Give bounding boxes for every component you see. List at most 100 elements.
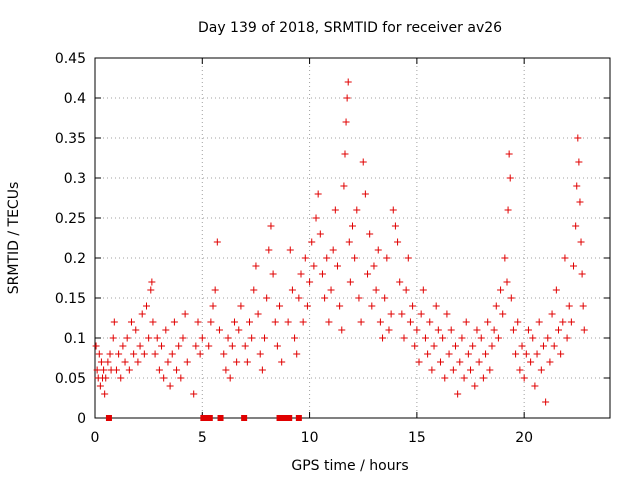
data-point-zero xyxy=(105,415,112,421)
data-point xyxy=(293,350,301,358)
data-point xyxy=(318,270,326,278)
data-point xyxy=(364,270,372,278)
data-point xyxy=(220,350,228,358)
data-point xyxy=(100,366,108,374)
axis-ticks: 0 0.05 0.1 0.15 0.2 0.25 0.3 0.35 0.4 0.45 0 5 10 15 2… xyxy=(55,51,610,446)
data-point xyxy=(501,254,509,262)
data-point xyxy=(181,310,189,318)
data-point xyxy=(269,270,277,278)
data-point xyxy=(426,318,434,326)
data-point-zero xyxy=(241,415,248,421)
data-point xyxy=(345,238,353,246)
y-tick-label: 0.2 xyxy=(64,251,86,267)
data-point xyxy=(376,318,384,326)
data-point xyxy=(544,334,552,342)
data-points xyxy=(92,78,588,421)
data-point xyxy=(140,350,148,358)
y-tick-label: 0.3 xyxy=(64,171,86,187)
data-point xyxy=(413,326,421,334)
data-point xyxy=(149,318,157,326)
data-point xyxy=(329,246,337,254)
data-point xyxy=(158,342,166,350)
data-point xyxy=(151,350,159,358)
data-point xyxy=(115,350,123,358)
data-point xyxy=(396,278,404,286)
data-point-zero xyxy=(276,415,283,421)
data-point xyxy=(303,302,311,310)
data-point xyxy=(439,334,447,342)
data-point xyxy=(130,350,138,358)
y-tick-label: 0.1 xyxy=(64,331,86,347)
data-point xyxy=(308,238,316,246)
data-point xyxy=(331,206,339,214)
data-point xyxy=(359,158,367,166)
x-axis-label: GPS time / hours xyxy=(291,458,408,474)
y-tick-label: 0 xyxy=(77,411,86,427)
data-point xyxy=(211,286,219,294)
data-point xyxy=(327,286,335,294)
data-point-zero xyxy=(203,415,210,421)
data-point xyxy=(342,118,350,126)
data-point xyxy=(276,302,284,310)
data-point xyxy=(430,342,438,350)
data-point xyxy=(95,350,103,358)
data-point xyxy=(550,342,558,350)
data-point xyxy=(278,358,286,366)
data-point xyxy=(381,294,389,302)
y-tick-label: 0.25 xyxy=(55,211,86,227)
data-point xyxy=(421,334,429,342)
data-point xyxy=(136,342,144,350)
x-tick-label: 0 xyxy=(91,430,100,446)
data-point xyxy=(389,206,397,214)
data-point xyxy=(477,334,485,342)
data-point xyxy=(267,222,275,230)
data-point xyxy=(92,342,100,350)
data-point xyxy=(246,318,253,326)
data-point xyxy=(402,286,410,294)
data-point xyxy=(286,246,294,254)
data-point xyxy=(385,326,393,334)
chart-title: Day 139 of 2018, SRMTID for receiver av2… xyxy=(198,20,502,36)
data-point xyxy=(226,374,234,382)
data-point xyxy=(148,278,156,286)
data-point xyxy=(145,334,153,342)
y-tick-label: 0.05 xyxy=(55,371,86,387)
data-point xyxy=(460,374,468,382)
data-point xyxy=(406,318,414,326)
y-tick-label: 0.35 xyxy=(55,131,86,147)
data-point xyxy=(256,350,264,358)
data-point xyxy=(398,310,406,318)
data-point xyxy=(125,366,133,374)
data-point xyxy=(394,238,402,246)
data-point xyxy=(143,302,150,310)
data-point xyxy=(462,318,470,326)
data-point xyxy=(170,318,178,326)
data-point xyxy=(258,366,266,374)
data-point xyxy=(473,326,481,334)
data-point xyxy=(162,326,170,334)
data-point xyxy=(542,398,550,406)
data-point xyxy=(504,206,512,214)
data-point xyxy=(316,230,324,238)
data-point xyxy=(102,374,110,382)
data-point xyxy=(209,302,217,310)
data-point xyxy=(469,342,477,350)
data-point xyxy=(321,294,329,302)
data-point xyxy=(527,358,535,366)
data-point xyxy=(486,366,494,374)
data-point xyxy=(355,294,363,302)
data-point xyxy=(295,294,303,302)
data-point xyxy=(228,342,236,350)
data-point xyxy=(104,358,112,366)
data-point xyxy=(341,150,349,158)
data-point xyxy=(539,342,547,350)
data-point xyxy=(464,350,472,358)
data-point xyxy=(374,246,382,254)
data-point xyxy=(173,366,181,374)
data-point xyxy=(243,358,251,366)
data-point xyxy=(449,366,457,374)
data-point xyxy=(445,350,453,358)
data-point xyxy=(577,238,585,246)
data-point-zero xyxy=(286,415,293,421)
data-point xyxy=(166,382,174,390)
